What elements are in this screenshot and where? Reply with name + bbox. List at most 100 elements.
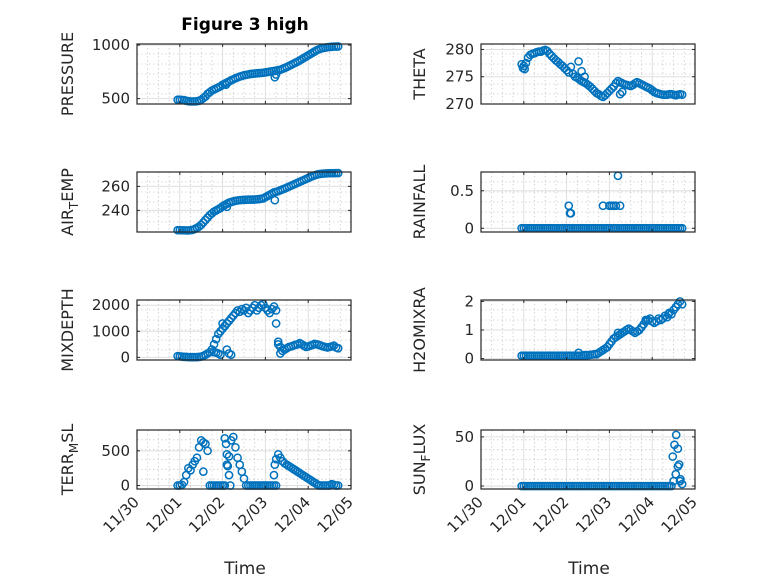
data-point <box>615 201 625 211</box>
data-point <box>250 300 260 310</box>
y-tick-label: 0 <box>120 477 130 495</box>
y-axis-label: MIXDEPTH <box>58 288 77 371</box>
data-point <box>580 72 589 82</box>
x-tick-label: 11/30 <box>100 493 143 536</box>
data-point <box>221 80 231 90</box>
subplot-8: 0 50 11/30 12/01 12/02 12/03 12/04 12/05 SUNFLUX <box>410 424 701 537</box>
data-point <box>196 220 206 230</box>
data-point <box>677 90 687 100</box>
data-point <box>205 87 215 97</box>
subplot-4: 0 0.5 RAINFALL <box>410 165 696 240</box>
data-point <box>221 439 231 449</box>
y-tick-label: 0 <box>464 219 474 237</box>
data-point <box>673 444 683 454</box>
data-point <box>220 321 230 331</box>
y-tick-label: 270 <box>445 95 474 113</box>
y-tick-label: 0 <box>120 348 130 366</box>
subplot-5: 0 1000 2000 MIXDEPTH <box>58 288 352 372</box>
x-tick-label: 12/01 <box>142 493 185 536</box>
axes-frame <box>136 299 352 361</box>
data-point <box>220 433 230 443</box>
data-point <box>574 57 583 66</box>
subplot-3: 240 260 AIRTEMP <box>58 168 352 236</box>
y-tick-label: 240 <box>101 201 130 219</box>
data-point <box>269 470 279 480</box>
y-axis-label: PRESSURE <box>58 32 77 116</box>
y-tick-label: 50 <box>455 428 474 446</box>
x-axis-label-left: Time <box>223 559 266 579</box>
x-tick-label: 12/02 <box>185 493 228 536</box>
data-point <box>574 348 583 358</box>
data-point <box>186 465 195 475</box>
x-tick-label: 12/05 <box>658 493 701 536</box>
data-point <box>617 87 627 97</box>
data-point <box>333 42 343 51</box>
x-tick-label: 12/05 <box>314 493 357 536</box>
y-tick-label: 0.5 <box>450 182 474 200</box>
data-point <box>676 474 685 484</box>
data-point <box>222 449 232 459</box>
x-tick-label: 12/02 <box>529 493 572 536</box>
data-point <box>271 454 281 464</box>
data-point <box>216 350 225 360</box>
x-tick-label: 12/03 <box>228 493 271 536</box>
y-axis-label: H2OMIXRA <box>410 287 429 373</box>
data-point <box>226 350 236 360</box>
y-axis-label: TERRMSL <box>58 424 81 497</box>
axes-frame <box>136 171 352 233</box>
data-point <box>271 70 281 79</box>
subplot-1: 500 1000 PRESSURE <box>58 32 352 116</box>
data-point <box>228 432 238 442</box>
x-tick-label: 12/04 <box>271 493 314 536</box>
x-tick-label: 12/04 <box>615 493 658 536</box>
data-point <box>203 446 212 456</box>
data-point <box>231 443 240 452</box>
data-point <box>224 470 234 480</box>
data-point <box>273 339 283 349</box>
y-axis-label: SUNFLUX <box>410 424 433 496</box>
y-tick-label: 1000 <box>92 322 130 340</box>
axes-frame <box>480 171 696 233</box>
subplot-6: 0 1 2 H2OMIXRA <box>410 287 696 373</box>
subplot-7: 0 500 11/30 12/01 12/02 12/03 12/04 12/05 TERRMS… <box>58 424 357 537</box>
axes-frame <box>136 43 352 105</box>
data-point <box>198 218 208 227</box>
data-point <box>201 215 210 225</box>
y-tick-label: 280 <box>445 40 474 58</box>
data-point <box>333 168 343 178</box>
data-point <box>564 68 574 77</box>
data-point <box>276 349 285 358</box>
axes-frame <box>480 43 696 105</box>
data-point <box>520 64 530 74</box>
data-point <box>664 309 673 319</box>
y-tick-label: 260 <box>101 177 130 195</box>
y-axis-label: RAINFALL <box>410 165 429 240</box>
data-point <box>607 84 616 94</box>
x-tick-label: 11/30 <box>444 493 487 536</box>
subplot-2: 270 275 280 THETA <box>410 40 696 113</box>
data-point <box>668 452 678 461</box>
y-tick-label: 0 <box>464 477 474 495</box>
data-point <box>677 299 687 309</box>
x-axis-label-right: Time <box>567 559 610 579</box>
data-point <box>674 460 684 469</box>
x-tick-label: 12/01 <box>486 493 529 536</box>
data-point <box>241 303 251 313</box>
data-point <box>611 201 621 211</box>
data-point <box>598 201 608 211</box>
data-point <box>641 315 651 325</box>
data-point <box>222 202 232 212</box>
y-axis-label: THETA <box>410 48 429 100</box>
y-tick-label: 500 <box>101 90 130 108</box>
data-point <box>270 460 280 470</box>
data-point <box>223 461 233 471</box>
y-tick-label: 1 <box>464 321 474 339</box>
data-point <box>198 467 208 476</box>
x-tick-label: 12/03 <box>572 493 615 536</box>
figure-title: Figure 3 high <box>181 15 309 35</box>
axes-frame <box>480 429 696 490</box>
data-point <box>677 479 687 489</box>
y-axis-label: AIRTEMP <box>58 168 81 236</box>
